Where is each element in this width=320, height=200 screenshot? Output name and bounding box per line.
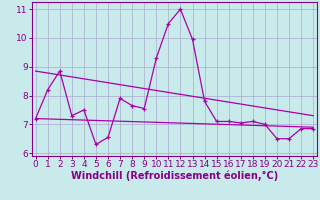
X-axis label: Windchill (Refroidissement éolien,°C): Windchill (Refroidissement éolien,°C)	[71, 171, 278, 181]
